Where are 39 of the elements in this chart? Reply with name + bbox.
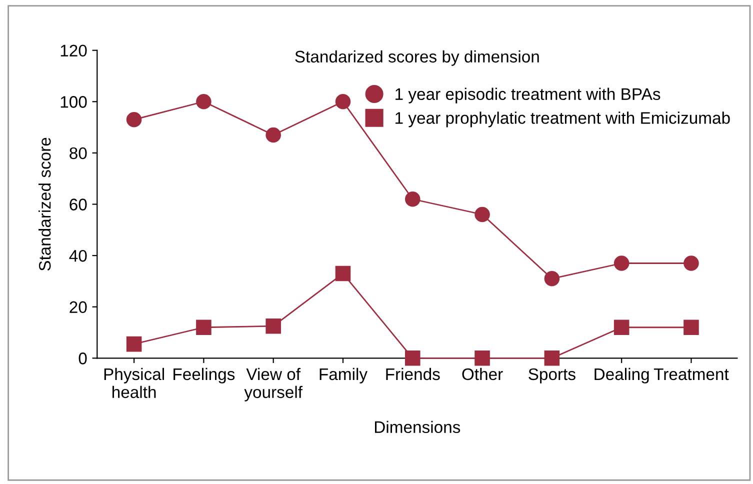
x-tick-label: Physical health (104, 368, 164, 398)
y-tick-label: 80 (70, 147, 87, 160)
point (544, 350, 560, 366)
point (196, 320, 212, 336)
point (335, 266, 351, 282)
x-tick-label: Dealing (594, 368, 649, 384)
y-axis-title: Standarized score (38, 138, 51, 271)
x-tick-label: View of yourself (244, 368, 303, 402)
point (404, 191, 420, 207)
point (126, 336, 142, 352)
chart-title: Standarized scores by dimension (295, 50, 539, 66)
x-tick-label: Other (462, 368, 503, 380)
y-tick-label: 20 (70, 301, 87, 314)
x-tick-label: Friends (386, 368, 440, 380)
x-tick-label: Family (320, 368, 368, 384)
point (404, 350, 420, 366)
point (614, 256, 630, 271)
point (335, 94, 351, 110)
point (196, 94, 212, 110)
point (544, 271, 560, 286)
legend-label: 1 year episodic treatment with BPAs (396, 88, 660, 104)
point (266, 127, 281, 143)
y-tick-label: 100 (60, 96, 87, 108)
x-tick-label: Treatment (654, 368, 729, 380)
y-tick-label: 60 (70, 198, 87, 210)
x-tick-label: Sports (528, 368, 576, 384)
point (474, 350, 490, 366)
x-axis-title: Dimensions (374, 420, 460, 434)
legend-label: 1 year prophylatic treatment with Emicizumab (396, 112, 730, 128)
point (684, 256, 699, 271)
y-tick-label: 0 (78, 352, 87, 364)
point (684, 320, 699, 336)
y-tick-label: 120 (60, 44, 87, 57)
x-tick-label: Feelings (174, 368, 235, 384)
point (614, 320, 630, 336)
point (126, 112, 142, 128)
point (266, 318, 281, 334)
point (474, 206, 490, 222)
y-tick-label: 40 (69, 250, 87, 262)
